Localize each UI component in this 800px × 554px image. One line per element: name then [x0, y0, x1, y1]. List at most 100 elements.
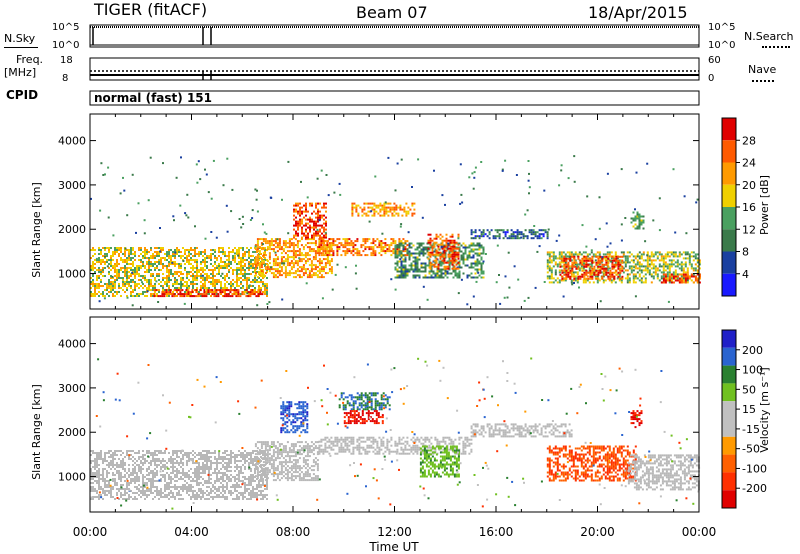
power-cell-3 — [325, 234, 327, 237]
power-cell-3 — [321, 232, 323, 235]
power-cell-9 — [632, 279, 635, 282]
power-cell-4 — [404, 248, 407, 251]
power-cell-9 — [592, 253, 595, 256]
velocity-cell-0 — [112, 472, 114, 474]
power-cell-4 — [380, 254, 383, 257]
velocity-cell-0 — [156, 464, 158, 466]
power-cell-7 — [431, 249, 434, 252]
power-cell-0 — [104, 263, 106, 265]
velocity-cell-0 — [116, 482, 118, 484]
velocity-cell-0 — [100, 452, 102, 454]
power-speckle — [571, 283, 574, 286]
power-cell-10 — [583, 275, 586, 278]
power-cell-7 — [431, 247, 434, 250]
power-cell-4 — [330, 250, 333, 253]
power-cell-0 — [182, 247, 184, 249]
power-cell-2 — [254, 248, 257, 251]
power-cell-4 — [362, 238, 365, 241]
velocity-cell-0 — [164, 450, 166, 452]
power-cell-9 — [558, 251, 561, 254]
power-cell-1 — [243, 293, 246, 296]
power-cell-0 — [204, 263, 206, 265]
power-cell-9 — [692, 251, 695, 254]
power-cell-8 — [514, 237, 517, 240]
power-cell-9 — [618, 275, 621, 278]
power-cell-6 — [404, 242, 407, 245]
power-cell-4 — [342, 250, 345, 253]
power-cell-4 — [376, 238, 379, 241]
power-cell-7 — [427, 247, 430, 250]
power-cell-0 — [196, 269, 198, 271]
power-cell-3 — [313, 228, 315, 231]
power-cell-0 — [204, 251, 206, 253]
power-cell-0 — [94, 263, 96, 265]
power-speckle — [482, 262, 484, 265]
power-cell-0 — [210, 255, 212, 257]
power-cell-0 — [130, 287, 132, 289]
power-cell-0 — [118, 255, 120, 257]
power-cell-9 — [546, 267, 549, 270]
power-cell-2 — [288, 272, 291, 275]
power-cell-2 — [292, 264, 295, 267]
power-cell-7 — [435, 259, 438, 262]
power-cell-6 — [394, 254, 397, 257]
power-speckle — [610, 260, 613, 263]
power-cell-12 — [634, 227, 637, 230]
power-cell-2 — [308, 270, 311, 273]
power-cell-0 — [196, 273, 198, 275]
power-cell-1 — [181, 289, 184, 292]
power-cell-10 — [605, 263, 608, 266]
power-cell-0 — [202, 267, 204, 269]
power-cell-9 — [676, 265, 679, 268]
power-cell-7 — [429, 255, 432, 258]
power-cell-3 — [293, 236, 295, 239]
power-cell-3 — [309, 216, 311, 219]
velocity-cell-0 — [168, 468, 170, 470]
power-cell-9 — [624, 261, 627, 264]
power-cell-2 — [276, 246, 279, 249]
power-cell-0 — [94, 285, 96, 287]
power-cell-0 — [96, 269, 98, 271]
power-cell-6 — [424, 270, 427, 273]
velocity-cell-0 — [128, 458, 130, 460]
velocity-cell-0 — [178, 472, 180, 474]
power-cell-2 — [272, 258, 275, 261]
power-cell-4 — [348, 238, 351, 241]
power-cell-7 — [451, 267, 454, 270]
power-cell-0 — [258, 287, 260, 289]
power-cell-0 — [210, 291, 212, 293]
power-cell-3 — [293, 210, 295, 213]
power-cell-1 — [169, 291, 172, 294]
power-cell-0 — [92, 281, 94, 283]
power-cell-0 — [228, 271, 230, 273]
power-cell-0 — [170, 257, 172, 259]
power-cell-9 — [626, 255, 629, 258]
power-cell-7 — [457, 247, 460, 250]
power-cell-3 — [299, 220, 301, 223]
power-cell-9 — [642, 259, 645, 262]
power-cell-3 — [319, 202, 321, 205]
power-cell-5 — [393, 210, 396, 213]
power-cell-2 — [304, 244, 307, 247]
power-cell-0 — [194, 283, 196, 285]
power-cell-2 — [258, 272, 261, 275]
power-cell-8 — [498, 237, 501, 240]
power-cell-0 — [264, 251, 266, 253]
power-speckle — [598, 227, 601, 230]
power-cell-0 — [134, 281, 136, 283]
power-cell-0 — [142, 293, 144, 295]
power-cell-0 — [264, 247, 266, 249]
power-cell-2 — [258, 250, 261, 253]
power-cell-0 — [114, 267, 116, 269]
power-cell-6 — [430, 276, 433, 279]
power-cell-6 — [440, 262, 443, 265]
power-speckle — [212, 159, 215, 162]
power-cell-0 — [94, 293, 96, 295]
power-cell-6 — [410, 254, 413, 257]
power-cell-0 — [236, 285, 238, 287]
velocity-cell-0 — [92, 482, 94, 484]
power-cell-0 — [114, 249, 116, 251]
power-cell-7 — [455, 267, 458, 270]
velocity-cell-0 — [128, 476, 130, 478]
power-cell-2 — [316, 274, 319, 277]
